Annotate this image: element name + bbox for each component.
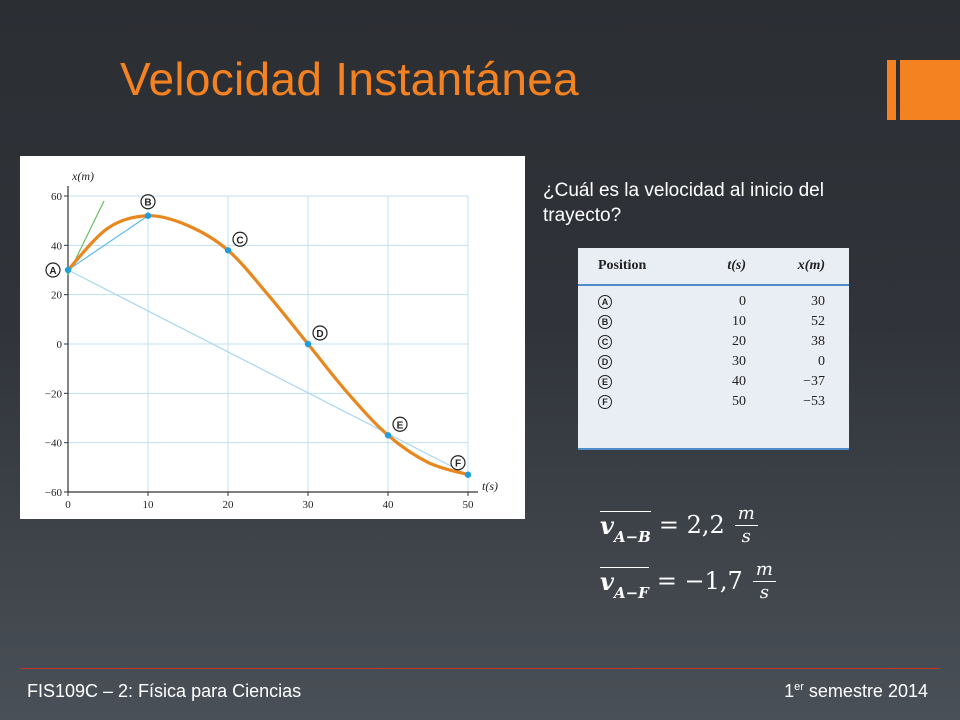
position-curve [66, 214, 470, 477]
cell-x: 0 [818, 354, 825, 369]
data-point-c [224, 247, 232, 254]
position-marker: F [598, 395, 612, 409]
x-tick-label: 20 [223, 499, 235, 511]
data-point-b [144, 212, 152, 219]
table-row: C 20 38 [578, 332, 849, 352]
cell-x: −53 [803, 394, 825, 409]
header-x: x(m) [746, 248, 849, 286]
point-label-circle-f [450, 455, 466, 471]
footer-semester: 1er semestre 2014 [784, 681, 928, 701]
equation-subscript: A−B [613, 527, 651, 546]
cell-x: 30 [811, 294, 825, 309]
equation-variable: vA−B [600, 510, 651, 546]
header-time: t(s) [678, 248, 746, 286]
point-label-circle-c [232, 231, 248, 247]
position-marker: D [598, 355, 612, 369]
cell-time: 50 [732, 394, 746, 409]
equation-velocity-af: vA−F = −1,7 m s [600, 553, 776, 609]
equation-variable: vA−F [600, 566, 649, 602]
y-tick-label: 60 [51, 191, 63, 203]
data-point-f [464, 471, 472, 478]
position-time-chart: 60 40 20 0 −20 −40 −60 0 10 20 30 40 50 x(m) t(s) A B C D E… [20, 156, 525, 519]
equation-value: = 2,2 [658, 511, 725, 539]
position-marker: C [598, 335, 612, 349]
x-tick-label: 30 [303, 499, 315, 511]
y-tick-label: 40 [51, 240, 63, 252]
slide-title: Velocidad Instantánea [120, 53, 579, 105]
equation-velocity-ab: vA−B = 2,2 m s [600, 497, 758, 553]
decorative-square [900, 60, 960, 120]
table-header-row: Position t(s) x(m) [578, 248, 849, 286]
y-tick-label: 20 [51, 290, 63, 302]
x-tick-label: 50 [463, 499, 475, 511]
cell-x: 38 [811, 334, 825, 349]
position-marker: B [598, 315, 612, 329]
y-tick-label: 0 [57, 339, 63, 351]
point-label-f: F [455, 459, 461, 470]
footer-course: FIS109C – 2: Física para Ciencias [27, 681, 302, 701]
cell-time: 20 [732, 334, 746, 349]
cell-x: −37 [803, 374, 825, 389]
equation-unit: m s [734, 503, 758, 548]
x-tick-label: 10 [143, 499, 155, 511]
table-row: A 0 30 [578, 285, 849, 312]
cell-time: 10 [732, 314, 746, 329]
secant-line-a-f [67, 269, 469, 476]
equation-unit: m s [752, 559, 776, 604]
point-label-d: D [316, 329, 323, 340]
y-tick-label: −40 [45, 438, 63, 450]
point-label-a: A [49, 266, 56, 277]
cell-time: 40 [732, 374, 746, 389]
equation-value: = −1,7 [656, 567, 743, 595]
position-marker: A [598, 295, 612, 309]
point-label-circle-b [140, 194, 156, 210]
point-label-circle-a [45, 262, 61, 278]
x-axis-label: t(s) [482, 479, 498, 493]
y-axis-label: x(m) [71, 169, 94, 183]
question-text: ¿Cuál es la velocidad al inicio del tray… [543, 180, 824, 226]
data-point-a [64, 266, 72, 274]
position-table: Position t(s) x(m) A 0 30 B 10 52 C 20 3… [578, 248, 849, 450]
point-label-circle-d [312, 325, 328, 341]
decorative-bar [887, 60, 896, 120]
point-label-c: C [236, 235, 243, 246]
y-tick-label: −20 [45, 388, 63, 400]
data-point-e [384, 432, 392, 439]
cell-x: 52 [811, 314, 825, 329]
header-position: Position [578, 248, 678, 286]
point-label-circle-e [392, 416, 408, 432]
position-marker: E [598, 375, 612, 389]
y-tick-label: −60 [45, 487, 63, 499]
data-point-d [304, 340, 312, 348]
table-row: F 50 −53 [578, 392, 849, 412]
x-tick-label: 0 [65, 499, 71, 511]
footer-divider [20, 668, 940, 669]
point-label-e: E [397, 420, 404, 431]
cell-time: 0 [739, 294, 746, 309]
table-row: D 30 0 [578, 352, 849, 372]
secant-line-a-b [67, 215, 149, 271]
equation-subscript: A−F [613, 583, 649, 602]
point-label-b: B [144, 198, 151, 209]
cell-time: 30 [732, 354, 746, 369]
table-row: E 40 −37 [578, 372, 849, 392]
x-tick-label: 40 [383, 499, 395, 511]
table-row: B 10 52 [578, 312, 849, 332]
